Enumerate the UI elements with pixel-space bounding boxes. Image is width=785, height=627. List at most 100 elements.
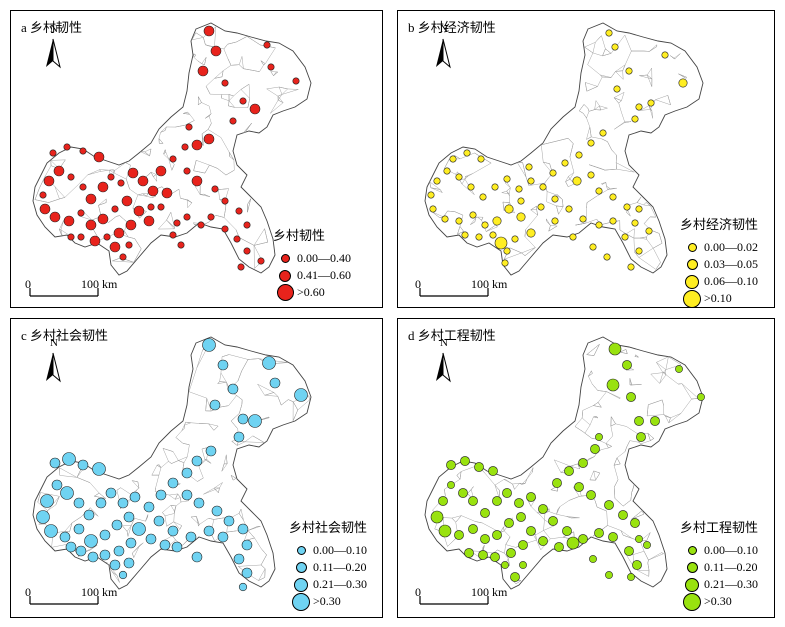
district-line: [281, 399, 289, 406]
district-line: [615, 423, 627, 427]
district-line: [202, 129, 209, 134]
district-line: [605, 435, 613, 444]
district-line: [577, 463, 580, 469]
district-line: [656, 356, 669, 363]
resilience-dot: [235, 207, 243, 215]
district-line: [541, 144, 544, 163]
district-line: [624, 50, 632, 65]
resilience-dot: [618, 510, 628, 520]
resilience-dot: [239, 97, 247, 105]
district-line: [614, 479, 619, 488]
district-line: [522, 162, 527, 178]
resilience-dot: [441, 215, 449, 223]
district-line: [88, 507, 91, 511]
district-line: [248, 358, 259, 360]
resilience-dot: [474, 462, 484, 472]
district-line: [509, 247, 522, 254]
district-line: [208, 106, 212, 114]
resilience-dot: [109, 559, 121, 571]
district-line: [228, 94, 234, 97]
district-line: [494, 484, 500, 491]
district-line: [570, 463, 578, 467]
district-line: [155, 475, 160, 489]
district-line: [247, 530, 255, 539]
district-line: [237, 370, 242, 382]
resilience-dot: [211, 505, 223, 517]
district-line: [530, 205, 537, 211]
district-line: [185, 421, 191, 424]
district-line: [517, 162, 527, 178]
resilience-dot: [40, 494, 54, 508]
resilience-dot: [49, 211, 61, 223]
district-line: [132, 545, 140, 554]
district-line: [623, 499, 631, 507]
district-line: [128, 236, 135, 239]
legend-title: 乡村社会韧性: [289, 520, 368, 535]
district-line: [37, 492, 41, 503]
district-line: [76, 477, 91, 483]
district-line: [593, 405, 602, 408]
district-line: [661, 399, 664, 406]
district-line: [218, 487, 220, 493]
district-line: [126, 525, 132, 532]
district-line: [264, 228, 268, 243]
district-line: [260, 554, 267, 566]
district-line: [588, 370, 592, 377]
district-line: [198, 96, 202, 103]
district-line: [544, 177, 549, 184]
district-line: [620, 530, 624, 536]
resilience-dot: [569, 233, 577, 241]
legend-item: 0.41—0.60: [273, 267, 351, 284]
panel-title: c 乡村社会韧性: [21, 328, 109, 343]
district-line: [583, 104, 589, 109]
legend: 乡村经济韧性 0.00—0.02 0.03—0.05 0.06—0.10 >0.…: [680, 214, 758, 307]
district-line: [203, 193, 210, 197]
district-line: [601, 35, 606, 49]
district-line: [223, 48, 229, 59]
district-line: [596, 416, 599, 419]
resilience-dot: [604, 500, 614, 510]
district-line: [586, 136, 592, 140]
district-line: [586, 111, 590, 119]
district-line: [600, 74, 612, 78]
district-line: [220, 405, 229, 408]
district-line: [170, 505, 175, 512]
district-line: [456, 471, 462, 476]
district-line: [615, 64, 626, 72]
north-arrow-icon: [436, 352, 451, 383]
district-line: [244, 441, 265, 443]
resilience-dot: [185, 531, 197, 543]
district-line: [659, 372, 664, 384]
district-line: [584, 433, 592, 439]
district-line: [546, 218, 551, 226]
legend: 乡村韧性 0.00—0.40 0.41—0.60 >0.60: [273, 225, 351, 301]
district-line: [670, 413, 682, 418]
resilience-dot: [564, 466, 574, 476]
resilience-dot: [587, 171, 595, 179]
scale-bar: [419, 596, 489, 605]
resilience-dot: [589, 243, 597, 251]
resilience-dot: [67, 233, 75, 241]
district-line: [648, 552, 662, 561]
district-line: [214, 70, 224, 79]
district-line: [137, 481, 140, 489]
district-line: [134, 518, 146, 522]
district-line: [239, 404, 243, 414]
district-line: [505, 544, 516, 548]
district-line: [589, 164, 605, 171]
resilience-dot: [77, 209, 85, 217]
resilience-dot: [111, 519, 123, 531]
resilience-dot: [143, 215, 155, 227]
district-line: [591, 136, 602, 140]
resilience-dot: [538, 504, 548, 514]
district-line: [129, 188, 139, 196]
district-line: [199, 518, 209, 525]
district-line: [215, 215, 225, 218]
resilience-dot: [294, 388, 308, 402]
resilience-dot: [125, 241, 133, 249]
district-line: [183, 111, 188, 114]
district-line: [223, 454, 227, 464]
district-line: [239, 64, 244, 69]
district-line: [153, 174, 157, 177]
resilience-dot: [635, 103, 643, 111]
